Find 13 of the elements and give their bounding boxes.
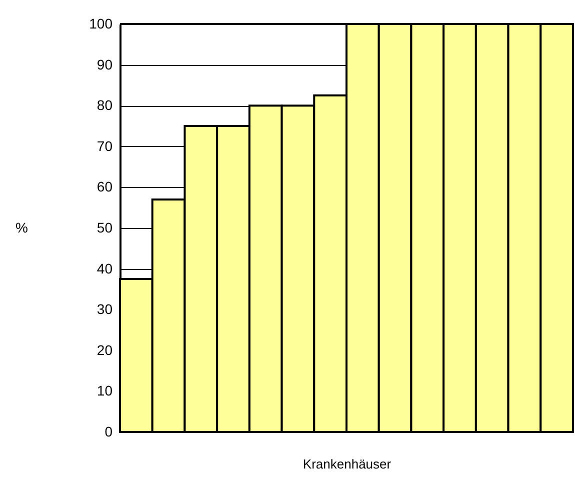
y-tick-label: 40: [96, 260, 113, 276]
y-tick-label: 100: [89, 16, 113, 32]
x-axis-title: Krankenhäuser: [302, 456, 392, 472]
y-tick-label: 0: [104, 424, 113, 440]
y-tick-label: 90: [96, 56, 113, 72]
y-tick-label: 20: [96, 342, 113, 358]
y-tick-label: 10: [96, 382, 113, 399]
y-tick-label: 50: [96, 220, 113, 236]
y-axis-title: %: [16, 220, 28, 236]
y-tick-label: 60: [96, 178, 113, 195]
y-tick-label: 30: [96, 301, 113, 318]
y-tick-label: 80: [96, 97, 113, 114]
y-tick-label: 70: [96, 138, 113, 154]
